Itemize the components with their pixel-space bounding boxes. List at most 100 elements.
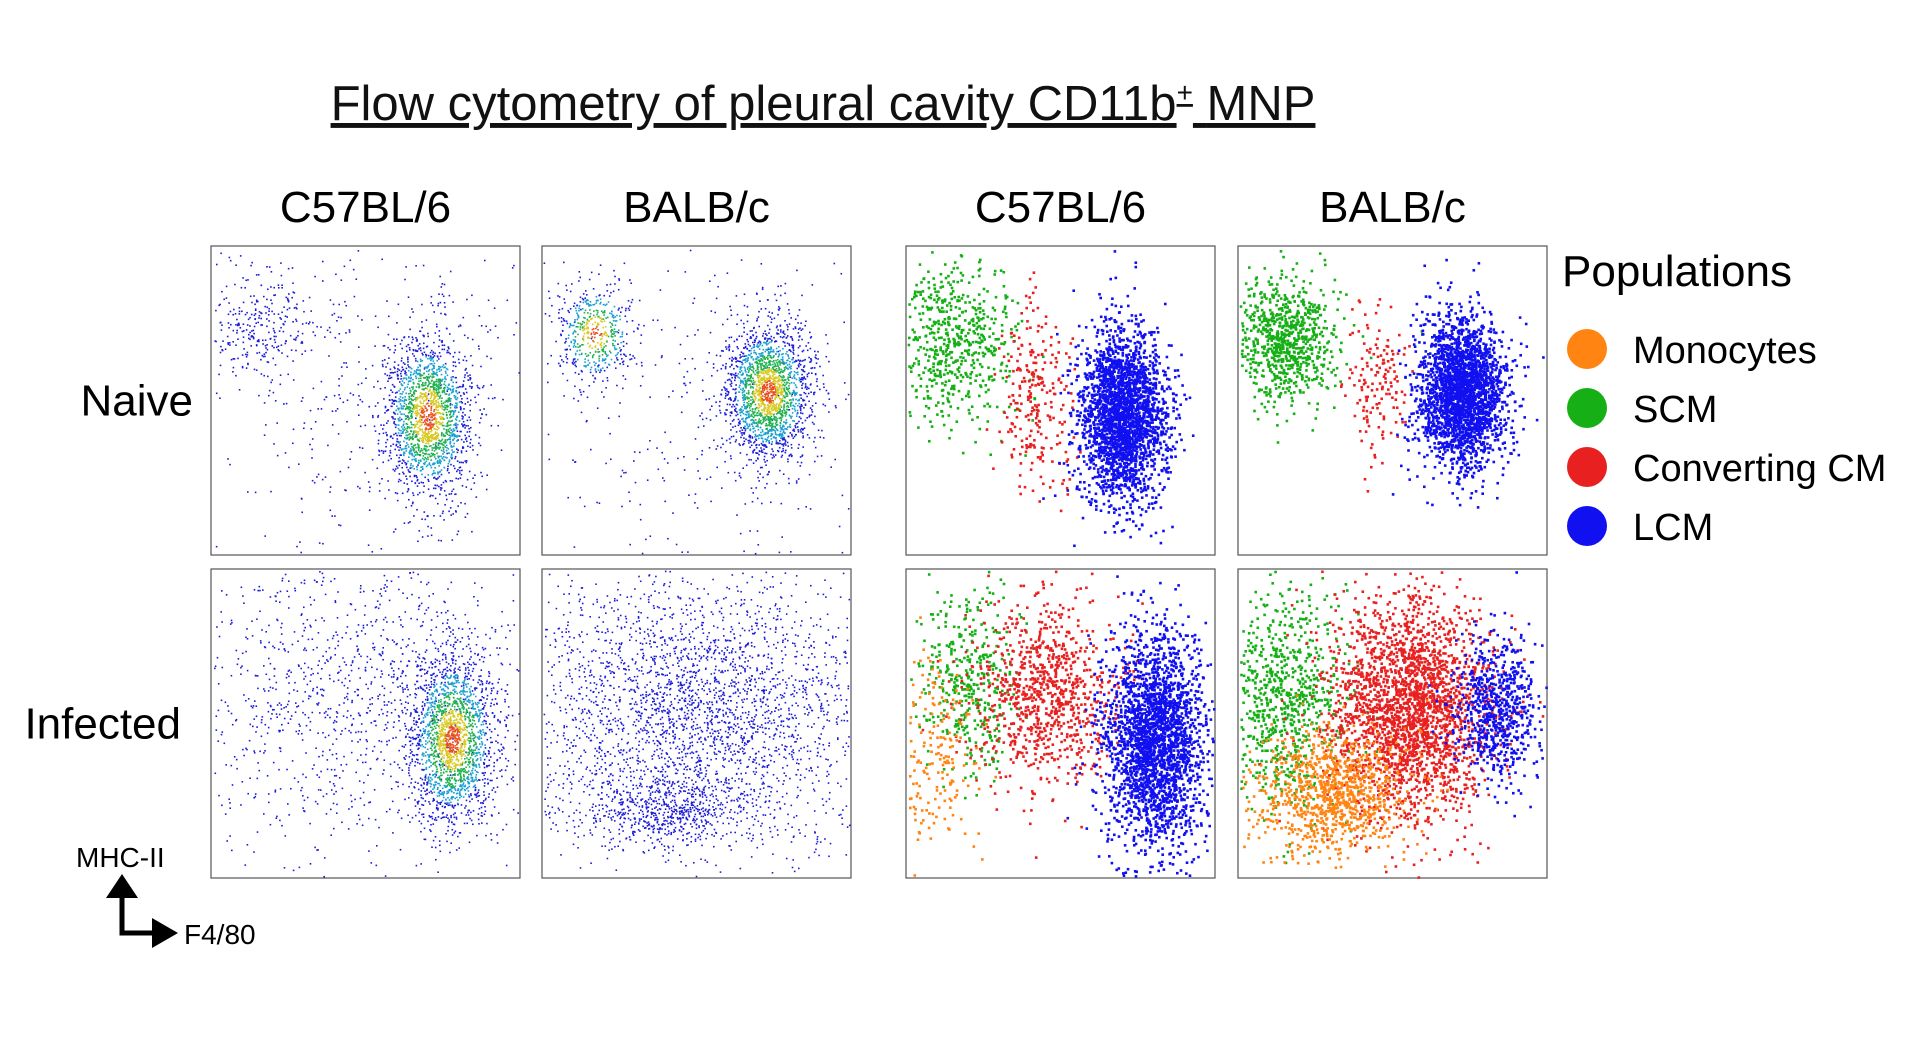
dot (793, 408, 796, 410)
dot (583, 321, 586, 324)
dot (763, 418, 766, 421)
dot (276, 454, 279, 457)
dot (460, 400, 463, 403)
dot (465, 461, 468, 464)
dot (431, 401, 433, 404)
dot (799, 405, 801, 408)
dot (605, 303, 608, 305)
dot (343, 362, 345, 364)
dot (641, 364, 643, 367)
dot (314, 334, 316, 337)
dot (419, 429, 422, 431)
dot (264, 355, 266, 358)
dot (301, 397, 304, 399)
dot (415, 337, 417, 339)
dot (427, 449, 430, 451)
dot (278, 287, 280, 289)
dot (793, 382, 795, 384)
dot (399, 343, 402, 345)
dot (438, 421, 441, 424)
dot (428, 381, 430, 383)
dot (801, 429, 804, 431)
dot (409, 453, 411, 455)
dot (755, 353, 758, 356)
dot (359, 425, 362, 428)
dot (784, 439, 787, 441)
dot (746, 380, 748, 382)
dot (437, 392, 439, 394)
dot (775, 326, 778, 329)
dot (467, 337, 469, 339)
dot (572, 459, 574, 461)
dot (615, 320, 618, 322)
dot (497, 424, 499, 427)
dot (573, 302, 576, 305)
dot (459, 470, 461, 472)
dot (766, 377, 768, 380)
dot (772, 425, 774, 428)
dot (607, 301, 610, 303)
dot (430, 445, 432, 447)
dot (772, 454, 775, 456)
dot (399, 441, 402, 443)
dot (453, 437, 456, 440)
dot (393, 338, 395, 340)
dot (598, 351, 601, 353)
dot (338, 394, 340, 396)
dot (735, 358, 737, 360)
dot (557, 295, 559, 297)
dot (406, 483, 409, 485)
dot (444, 313, 446, 315)
dot (742, 322, 745, 325)
dot (765, 394, 767, 396)
dot (437, 437, 439, 439)
dot (459, 407, 462, 409)
dot (603, 320, 606, 322)
dot (600, 310, 603, 312)
dot (768, 406, 770, 409)
dot (391, 402, 394, 405)
dot (814, 460, 816, 463)
dot (387, 380, 389, 382)
dot (760, 370, 762, 373)
dot (453, 434, 455, 436)
dot (777, 434, 780, 436)
dot (430, 386, 432, 388)
dot (738, 386, 741, 389)
dot (443, 435, 445, 437)
dot (620, 475, 622, 478)
dot (408, 336, 410, 338)
dot (387, 346, 389, 349)
dot (747, 427, 749, 429)
dot (441, 378, 444, 381)
dot (424, 422, 427, 424)
dot (585, 299, 588, 302)
dot (301, 323, 304, 325)
dot (457, 505, 459, 507)
dot (374, 430, 377, 432)
dot (743, 550, 745, 553)
dot (582, 301, 585, 304)
dot (802, 382, 804, 385)
dot (446, 349, 449, 352)
dot (767, 369, 770, 371)
dot (439, 515, 442, 517)
dot (792, 328, 795, 330)
dot (764, 419, 767, 422)
dot (458, 325, 460, 328)
dot (699, 477, 701, 480)
dot (450, 429, 452, 432)
dot (283, 306, 285, 308)
dot (447, 346, 450, 349)
dot (759, 413, 761, 415)
dot (778, 361, 780, 363)
dot (410, 443, 413, 445)
dot (416, 476, 418, 479)
dot (358, 361, 360, 363)
dot (804, 419, 807, 422)
dot (720, 350, 723, 352)
dot (746, 382, 748, 385)
dot (781, 437, 784, 440)
dot (431, 473, 434, 476)
